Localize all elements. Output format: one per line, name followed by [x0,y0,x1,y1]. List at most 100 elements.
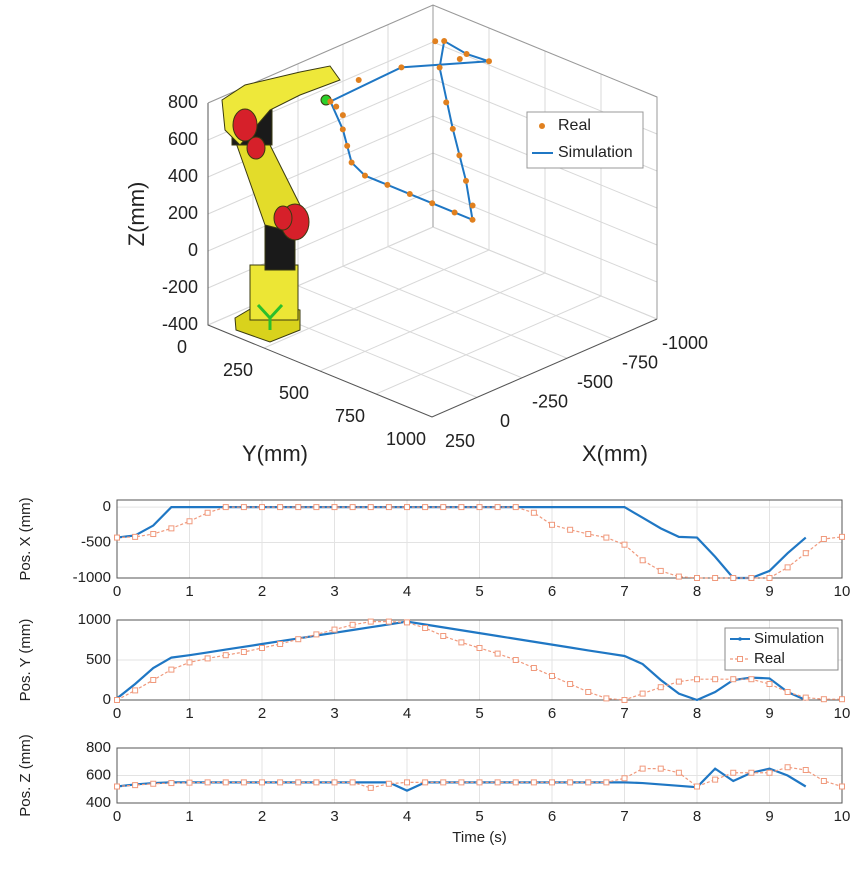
axis-line [207,103,658,418]
series-marker [422,625,429,631]
x-tick-label: -500 [577,372,613,392]
series-marker [712,575,719,581]
x-tick-label: 0 [113,808,121,825]
trajectory-point [362,172,368,179]
plot-frame [116,619,843,701]
series-marker [277,641,284,647]
legend-marker [737,656,743,662]
y-tick-label: 1000 [78,611,111,628]
series-marker [349,504,356,511]
trajectory-point [344,142,351,149]
series-marker [385,504,392,511]
series-marker [549,673,555,679]
x-axis-label: X(mm) [582,441,648,466]
series-marker [422,504,429,511]
robot-motor [232,108,258,142]
x-tick-label: 0 [113,583,121,600]
trajectory-point [327,98,334,105]
series-marker [639,765,646,772]
series-marker [494,650,501,657]
series-marker [331,504,338,511]
series-marker [639,557,646,564]
series-marker [385,780,392,787]
series-marker [259,645,265,651]
series-marker [639,690,646,697]
series-marker [385,618,392,625]
series-marker [168,525,175,532]
legend-marker [539,123,545,129]
series-marker [730,769,737,776]
series-marker [820,696,827,703]
series-marker [367,504,374,511]
series-marker [331,626,338,633]
series-marker [422,779,429,786]
z-tick-label: 400 [168,166,198,186]
series-marker [802,550,809,557]
trajectory-point [429,200,436,207]
y-tick-label: 600 [86,766,111,783]
series-marker [204,509,211,516]
legend-box [724,627,839,671]
z-tick-label: 0 [188,240,198,260]
trajectory-point [451,209,458,216]
trajectory-point [456,55,463,62]
series-marker [150,780,157,787]
series-marker [603,695,610,702]
x-tick-label: 9 [765,583,773,600]
series-marker [820,778,827,784]
series-marker [440,504,447,511]
series-marker [150,677,157,683]
series-marker [240,779,247,786]
series-marker [675,769,682,776]
series-marker [132,533,139,540]
y-tick-label: 400 [86,794,111,811]
robot-motor [273,205,293,231]
series-marker [150,531,157,538]
series-marker [694,575,700,581]
series-marker [512,657,519,663]
x-tick-label: -750 [622,352,658,372]
x-tick-label: 8 [693,583,701,600]
series-marker [766,575,773,581]
series-marker [512,504,519,511]
series-marker [494,779,501,786]
legend-label: Simulation [558,144,633,161]
trajectory-point [441,38,448,45]
series-marker [132,782,139,789]
box-edge [207,4,658,319]
x-tick-label: 0 [500,411,510,431]
trajectory-point [339,126,346,133]
series-marker [657,765,664,772]
series-marker [186,659,193,666]
series-marker [784,564,791,571]
robot [221,65,341,343]
z-tick-label: 600 [168,129,198,149]
grid-line [342,44,568,359]
legend-label: Real [754,650,785,667]
series-line [116,766,843,789]
trajectory-point [486,58,492,65]
series-marker [494,504,501,511]
series-marker [204,655,211,662]
trajectory-point [432,38,439,45]
series-marker [603,534,610,541]
series-marker [712,676,719,683]
x-tick-label: 3 [330,808,338,825]
series-marker [567,681,574,687]
y-tick-label: 800 [86,739,111,756]
series-marker [839,533,845,540]
x-tick-label: 1 [185,583,193,600]
series-marker [585,689,592,695]
series-marker [657,684,664,691]
y-axis-label: Pos. X (mm) [17,497,34,580]
y-tick-label: -1000 [73,569,111,586]
trajectory-point [384,181,391,188]
robot-frame [268,303,284,320]
trajectory-point [469,216,476,223]
series-marker [404,779,410,786]
trajectory-point [456,152,463,159]
series-marker [530,779,537,786]
x-tick-label: 3 [330,583,338,600]
y-tick-label: 0 [103,498,111,515]
series-marker [802,694,809,701]
